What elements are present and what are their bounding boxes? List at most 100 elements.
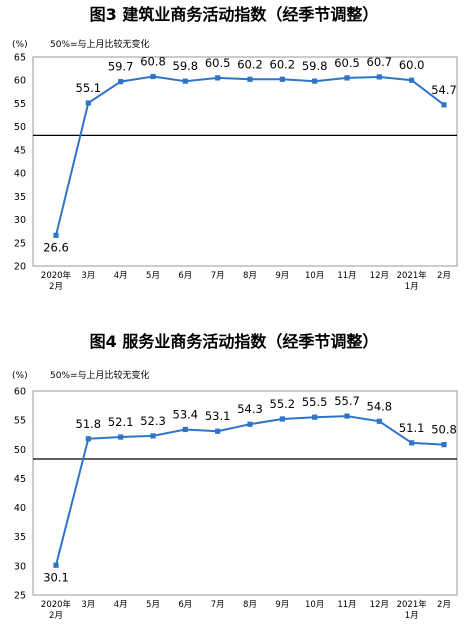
data-point [150,433,156,439]
data-point [312,414,318,420]
x-tick-label: 4月 [114,271,128,281]
x-tick-label: 2月 [437,271,451,281]
data-label: 52.1 [108,415,134,429]
x-tick-label: 10月 [305,600,324,610]
y-tick-label: 30 [14,561,26,572]
data-label: 60.2 [270,57,296,71]
y-tick-label: 25 [14,591,26,602]
data-point [215,428,221,434]
data-label: 60.7 [367,55,393,69]
data-point [441,102,447,108]
x-tick-label: 11月 [337,271,356,281]
data-label: 59.8 [302,59,328,73]
x-tick-label: 5月 [146,271,160,281]
y-axis: 25 30 35 40 45 50 55 60 [14,387,26,602]
data-point [150,73,156,80]
data-point [85,436,91,442]
x-tick-label: 5月 [146,600,160,610]
y-tick-label: 50 [14,122,26,133]
x-tick-label: 4月 [114,600,128,610]
data-point [118,434,124,440]
y-tick-label: 45 [14,474,26,485]
y-tick-label: 30 [14,215,26,226]
x-tick-label: 2月 [49,282,63,292]
x-tick-label: 9月 [275,271,289,281]
x-tick-label: 2月 [49,611,63,621]
y-tick-label: 45 [14,145,26,156]
x-tick-label: 11月 [337,600,356,610]
data-label: 30.1 [43,570,69,584]
data-label: 50.8 [431,423,457,437]
x-tick-label: 3月 [81,271,95,281]
y-tick-label: 65 [14,53,26,64]
chart-title: 图3 建筑业商务活动指数（经季节调整） [90,5,379,24]
data-label: 26.6 [43,240,69,254]
data-point [279,76,285,82]
data-label: 52.3 [140,414,166,428]
y-tick-label: 25 [14,238,26,249]
data-point [247,76,253,82]
data-label: 55.1 [76,81,102,95]
data-point [376,418,382,424]
data-point [279,416,285,422]
x-tick-label: 9月 [275,600,289,610]
data-label: 60.5 [205,56,231,70]
series-line [55,75,445,236]
data-label: 53.4 [173,407,199,421]
data-label: 59.7 [108,60,134,74]
y-tick-label: 60 [14,387,26,398]
data-label: 53.1 [205,409,231,423]
data-label: 54.7 [431,83,457,97]
y-tick-label: 55 [14,416,26,427]
data-label: 51.8 [76,417,102,431]
chart-title: 图4 服务业商务活动指数（经季节调整） [90,332,379,351]
data-label: 60.2 [237,57,263,71]
y-unit-label: (%) [12,371,28,381]
series-markers [53,73,447,238]
y-tick-label: 40 [14,503,26,514]
data-label: 55.2 [270,397,296,411]
y-tick-label: 20 [14,262,26,273]
x-tick-label: 12月 [370,600,389,610]
data-label: 60.5 [334,56,360,70]
data-label: 59.8 [173,59,199,73]
data-point [215,75,221,81]
x-tick-label: 1月 [405,611,419,621]
x-tick-label: 8月 [243,271,257,281]
data-label: 60.8 [140,55,166,69]
x-tick-label: 12月 [370,271,389,281]
x-tick-label: 2021年 [397,270,428,281]
data-point [344,75,350,81]
x-tick-label: 3月 [81,600,95,610]
y-tick-label: 55 [14,99,26,110]
data-point [247,421,253,427]
data-labels: 30.1 51.8 52.1 52.3 53.4 53.1 54.3 55.2 55.5 55.7… [43,394,457,584]
data-point [409,440,415,446]
data-point [312,78,318,84]
data-point [118,79,124,85]
plot-frame [32,56,458,267]
data-label: 55.7 [334,394,360,408]
x-tick-label: 8月 [243,600,257,610]
baseline-note: 50%=与上月比较无变化 [50,369,150,381]
x-tick-label: 2020年 [41,599,72,610]
x-tick-label: 6月 [178,271,192,281]
data-label: 60.0 [399,58,425,72]
x-tick-label: 6月 [178,600,192,610]
data-point [53,232,59,238]
baseline-note: 50%=与上月比较无变化 [50,38,150,50]
y-tick-label: 35 [14,532,26,543]
series-markers [53,413,447,568]
data-point [182,78,188,84]
data-point [344,413,350,419]
data-point [376,74,382,80]
data-point [409,77,415,83]
x-tick-label: 7月 [211,600,225,610]
y-tick-label: 40 [14,169,26,180]
data-point [441,442,447,448]
data-label: 51.1 [399,421,425,435]
y-tick-label: 35 [14,192,26,203]
